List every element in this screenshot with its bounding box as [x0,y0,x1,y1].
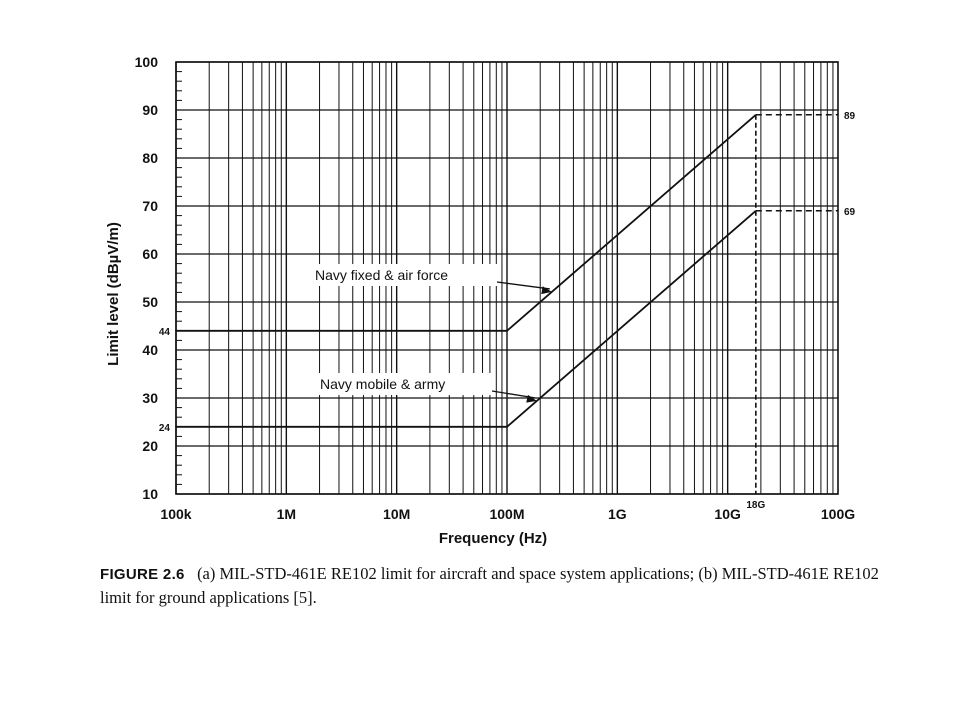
y-tick-label: 30 [142,390,158,406]
y-tick-label: 70 [142,198,158,214]
reference-level-label: 24 [159,423,171,434]
series-label-bg [309,264,499,286]
y-tick-label: 20 [142,438,158,454]
series-label: Navy mobile & army [320,376,445,392]
x-tick-label: 1M [277,506,296,522]
series-lines: Navy fixed & air force Navy mobile & army [176,114,757,428]
figure-caption-label: FIGURE 2.6 [100,566,185,583]
figure-caption: FIGURE 2.6 (a) MIL-STD-461E RE102 limit … [100,562,880,609]
x-tick-label: 1G [608,506,627,522]
y-tick-label: 10 [142,486,158,502]
series-line [176,114,757,332]
y-tick-label: 40 [142,342,158,358]
y-tick-label: 80 [142,150,158,166]
x-tick-label: 100G [821,506,855,522]
y-tick-label: 50 [142,294,158,310]
y-tick-label: 90 [142,102,158,118]
series-line [176,210,757,428]
y-tick-label: 100 [135,54,159,70]
tick-labels: 10 20 30 40 50 60 70 80 90 100 100k 1M 10M 100M 1G 10G 1… [135,54,856,522]
x-tick-label: 100k [160,506,191,522]
reference-x-label: 18G [746,500,765,511]
x-axis-title: Frequency (Hz) [439,530,547,547]
grid [175,61,838,495]
plot-frame [175,61,839,495]
reference-level-label: 69 [844,207,856,218]
reference-level-label: 44 [159,327,171,338]
x-tick-label: 100M [489,506,524,522]
y-tick-label: 60 [142,246,158,262]
series-label-arrowhead [526,394,537,403]
series-label-arrowhead [541,286,552,295]
y-axis-title: Limit level (dBµV/m) [105,222,122,366]
series-label: Navy fixed & air force [315,267,448,283]
x-tick-label: 10G [714,506,741,522]
re102-limit-chart: 44 24 89 69 18G Navy fixed & air force Navy m… [105,54,856,547]
reference-level-label: 89 [844,111,856,122]
series-label-bg [315,373,495,395]
figure-caption-text: (a) MIL-STD-461E RE102 limit for aircraf… [100,564,879,607]
x-tick-label: 10M [383,506,410,522]
series-label-arrow [496,281,550,290]
